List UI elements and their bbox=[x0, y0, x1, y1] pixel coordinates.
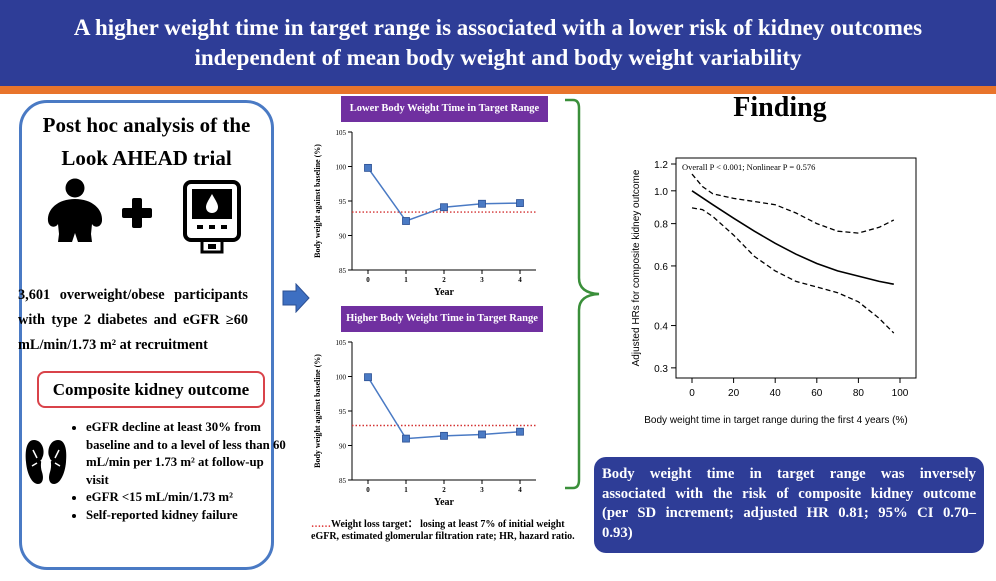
y-tick-label: 105 bbox=[336, 129, 347, 137]
weight-chart-higher: 85 90 95 100 105 0 1 2 3 4 Year Body weight against… bbox=[313, 339, 536, 508]
y-tick-label: 0.4 bbox=[654, 322, 668, 333]
outcome-list: eGFR decline at least 30% from baseline … bbox=[68, 419, 286, 524]
y-tick-label: 1.0 bbox=[654, 187, 668, 198]
weight-point bbox=[478, 430, 486, 439]
x-tick-label: 40 bbox=[770, 388, 782, 399]
x-tick-label: 0 bbox=[366, 486, 370, 494]
finding-title: Finding bbox=[733, 92, 827, 123]
conclusion-box: Body weight time in target range was inv… bbox=[594, 457, 984, 553]
hr-spline-chart: 0.3 0.4 0.6 0.8 1.0 1.2 0 20 40 60 80 100 Overall P … bbox=[631, 157, 917, 426]
weight-point bbox=[440, 203, 448, 212]
x-tick-label: 1 bbox=[404, 486, 408, 494]
x-tick-label: 0 bbox=[689, 388, 695, 399]
plus-icon bbox=[122, 198, 152, 228]
person-icon bbox=[47, 178, 103, 242]
x-tick-label: 3 bbox=[480, 486, 484, 494]
weight-series-line bbox=[367, 167, 521, 222]
x-tick-label: 2 bbox=[442, 276, 446, 284]
green-brace bbox=[565, 98, 600, 490]
weight-point bbox=[402, 434, 410, 443]
outcome-item: Self-reported kidney failure bbox=[86, 507, 286, 525]
y-tick-label: 105 bbox=[336, 339, 347, 347]
hr-line bbox=[691, 190, 894, 285]
y-tick-label: 0.6 bbox=[654, 262, 668, 273]
participants-text: 3,601 overweight/obese participants with… bbox=[18, 283, 248, 358]
x-tick-label: 60 bbox=[811, 388, 823, 399]
x-tick-label: 1 bbox=[404, 276, 408, 284]
y-axis-label: Adjusted HRs for composite kidney outcom… bbox=[631, 169, 642, 366]
x-axis-label: Year bbox=[434, 287, 455, 298]
x-tick-label: 4 bbox=[518, 276, 522, 284]
study-panel bbox=[19, 100, 274, 570]
participants-line-3: mL/min/1.73 m² at recruitment bbox=[18, 337, 208, 353]
y-tick-label: 100 bbox=[336, 164, 347, 172]
title-banner: A higher weight time in target range is … bbox=[0, 0, 996, 86]
outcome-item: eGFR <15 mL/min/1.73 m² bbox=[86, 489, 286, 507]
target-legend-text: Weight loss target： losing at least 7% o… bbox=[331, 519, 565, 530]
upper-ci-line bbox=[691, 173, 895, 234]
y-tick-label: 85 bbox=[339, 267, 347, 275]
conclusion-line-1: Body weight time in target range was inv… bbox=[602, 466, 976, 482]
weight-point bbox=[364, 373, 372, 382]
participants-line-1: 3,601 overweight/obese participants bbox=[18, 287, 248, 303]
weight-point bbox=[402, 217, 410, 225]
y-tick-label: 1.2 bbox=[654, 160, 668, 171]
conclusion-line-3: (per SD increment; adjusted HR 0.81; 95%… bbox=[602, 505, 976, 521]
y-tick-label: 85 bbox=[339, 477, 347, 485]
participants-line-2: with type 2 diabetes and eGFR ≥60 bbox=[18, 312, 248, 328]
title-line-1: A higher weight time in target range is … bbox=[73, 15, 923, 40]
x-tick-label: 4 bbox=[518, 486, 522, 494]
study-heading-line-1: Post hoc analysis of the bbox=[42, 113, 251, 137]
orange-divider bbox=[0, 86, 996, 94]
weight-point bbox=[478, 199, 486, 208]
y-tick-label: 90 bbox=[339, 233, 347, 241]
conclusion-line-2: associated with the risk of composite ki… bbox=[602, 485, 976, 502]
lower-ci-line bbox=[691, 207, 895, 334]
weight-series-line bbox=[367, 376, 521, 440]
abbreviations-text: eGFR, estimated glomerular filtration ra… bbox=[311, 531, 575, 542]
composite-outcome-title: Composite kidney outcome bbox=[37, 371, 265, 408]
x-tick-label: 3 bbox=[480, 276, 484, 284]
conclusion-line-4: 0.93) bbox=[602, 524, 633, 541]
y-tick-label: 95 bbox=[339, 408, 347, 416]
title-line-2: independent of mean body weight and body… bbox=[194, 45, 802, 70]
plot-frame bbox=[675, 157, 917, 379]
footnote: ……Weight loss target： losing at least 7%… bbox=[311, 519, 581, 543]
chart-2-title: Higher Body Weight Time in Target Range bbox=[341, 306, 543, 332]
y-tick-label: 100 bbox=[336, 374, 347, 382]
x-tick-label: 2 bbox=[442, 486, 446, 494]
y-axis-label: Body weight against baseline (%) bbox=[313, 354, 322, 468]
x-tick-label: 0 bbox=[366, 276, 370, 284]
y-axis-label: Body weight against baseline (%) bbox=[313, 144, 322, 258]
weight-point bbox=[364, 163, 372, 172]
right-arrow-icon bbox=[282, 283, 310, 313]
p-value-annotation: Overall P < 0.001; Nonlinear P = 0.576 bbox=[682, 162, 815, 172]
x-axis-label: Body weight time in target range during … bbox=[644, 415, 907, 426]
weight-point bbox=[440, 431, 448, 440]
y-tick-label: 90 bbox=[339, 443, 347, 451]
x-axis-label: Year bbox=[434, 497, 455, 508]
target-legend-dots: …… bbox=[311, 519, 331, 530]
kidney-icon bbox=[25, 440, 67, 486]
y-tick-label: 0.3 bbox=[654, 364, 668, 375]
x-tick-label: 100 bbox=[892, 388, 909, 399]
study-heading-line-2: Look AHEAD trial bbox=[61, 146, 232, 170]
weight-point bbox=[516, 199, 524, 207]
outcome-item: eGFR decline at least 30% from baseline … bbox=[86, 419, 286, 489]
weight-point bbox=[516, 427, 524, 436]
weight-chart-lower: 85 90 95 100 105 0 1 2 3 4 Year Body weight against… bbox=[313, 129, 536, 298]
glucose-meter-icon bbox=[183, 180, 241, 254]
y-tick-label: 95 bbox=[339, 198, 347, 206]
x-tick-label: 20 bbox=[728, 388, 740, 399]
y-tick-label: 0.8 bbox=[654, 220, 668, 231]
x-tick-label: 80 bbox=[853, 388, 865, 399]
chart-1-title: Lower Body Weight Time in Target Range bbox=[341, 96, 548, 122]
